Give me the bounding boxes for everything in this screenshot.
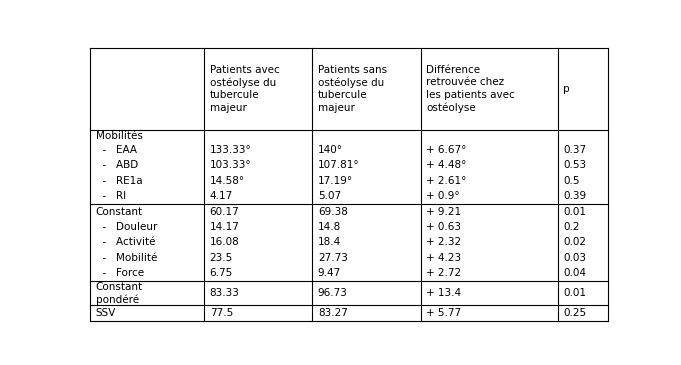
Text: 0.03: 0.03 — [563, 253, 586, 263]
Text: 0.53: 0.53 — [563, 160, 586, 170]
Text: 23.5: 23.5 — [210, 253, 233, 263]
Text: + 9.21: + 9.21 — [426, 207, 461, 216]
Text: 133.33°: 133.33° — [210, 145, 251, 155]
Text: -   RI: - RI — [95, 191, 126, 201]
Text: 0.5: 0.5 — [563, 176, 580, 186]
Text: 0.01: 0.01 — [563, 207, 586, 216]
Text: 103.33°: 103.33° — [210, 160, 251, 170]
Text: + 4.23: + 4.23 — [426, 253, 461, 263]
Text: -   Force: - Force — [95, 268, 144, 278]
Text: 9.47: 9.47 — [318, 268, 341, 278]
Text: 27.73: 27.73 — [318, 253, 347, 263]
Text: 18.4: 18.4 — [318, 237, 341, 247]
Text: -   Activité: - Activité — [95, 237, 155, 247]
Text: 107.81°: 107.81° — [318, 160, 360, 170]
Text: 0.02: 0.02 — [563, 237, 586, 247]
Text: 0.25: 0.25 — [563, 308, 586, 318]
Text: 0.04: 0.04 — [563, 268, 586, 278]
Text: + 2.72: + 2.72 — [426, 268, 461, 278]
Text: 14.58°: 14.58° — [210, 176, 244, 186]
Text: 17.19°: 17.19° — [318, 176, 353, 186]
Text: 0.39: 0.39 — [563, 191, 586, 201]
Text: 60.17: 60.17 — [210, 207, 240, 216]
Text: + 0.9°: + 0.9° — [426, 191, 460, 201]
Text: 140°: 140° — [318, 145, 343, 155]
Text: -   Mobilité: - Mobilité — [95, 253, 157, 263]
Text: + 4.48°: + 4.48° — [426, 160, 466, 170]
Text: p: p — [563, 84, 570, 94]
Text: 6.75: 6.75 — [210, 268, 233, 278]
Text: 5.07: 5.07 — [318, 191, 341, 201]
Text: -   ABD: - ABD — [95, 160, 138, 170]
Text: Différence
retrouvée chez
les patients avec
ostéolyse: Différence retrouvée chez les patients a… — [426, 65, 515, 113]
Text: Mobilités: Mobilités — [95, 131, 142, 141]
Text: Patients sans
ostéolyse du
tubercule
majeur: Patients sans ostéolyse du tubercule maj… — [318, 65, 387, 113]
Text: 0.2: 0.2 — [563, 222, 580, 232]
Text: + 2.61°: + 2.61° — [426, 176, 466, 186]
Text: Patients avec
ostéolyse du
tubercule
majeur: Patients avec ostéolyse du tubercule maj… — [210, 65, 279, 113]
Text: 4.17: 4.17 — [210, 191, 233, 201]
Text: 14.17: 14.17 — [210, 222, 240, 232]
Text: 69.38: 69.38 — [318, 207, 347, 216]
Text: + 0.63: + 0.63 — [426, 222, 461, 232]
Text: -   EAA: - EAA — [95, 145, 137, 155]
Text: 0.37: 0.37 — [563, 145, 586, 155]
Text: SSV: SSV — [95, 308, 116, 318]
Text: 96.73: 96.73 — [318, 288, 347, 298]
Text: + 5.77: + 5.77 — [426, 308, 461, 318]
Text: 14.8: 14.8 — [318, 222, 341, 232]
Text: 83.27: 83.27 — [318, 308, 347, 318]
Text: -   Douleur: - Douleur — [95, 222, 157, 232]
Text: -   RE1a: - RE1a — [95, 176, 142, 186]
Text: 77.5: 77.5 — [210, 308, 233, 318]
Text: 0.01: 0.01 — [563, 288, 586, 298]
Text: + 13.4: + 13.4 — [426, 288, 461, 298]
Text: 16.08: 16.08 — [210, 237, 240, 247]
Text: 83.33: 83.33 — [210, 288, 240, 298]
Text: Constant: Constant — [95, 207, 143, 216]
Text: + 2.32: + 2.32 — [426, 237, 461, 247]
Text: Constant
pondéré: Constant pondéré — [95, 281, 143, 305]
Text: + 6.67°: + 6.67° — [426, 145, 466, 155]
